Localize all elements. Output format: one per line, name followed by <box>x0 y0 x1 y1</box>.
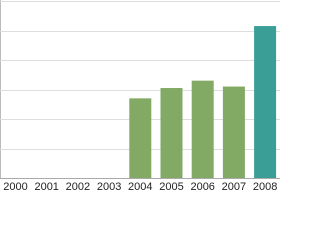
x-tick-label: 2004 <box>128 181 152 193</box>
x-tick-label: 2008 <box>253 181 277 193</box>
bar <box>222 86 245 178</box>
x-tick-label: 2003 <box>97 181 121 193</box>
bar <box>191 80 214 178</box>
x-tick-label: 2006 <box>190 181 214 193</box>
bar <box>254 26 277 179</box>
bar <box>129 98 152 178</box>
x-tick-label: 2000 <box>3 181 27 193</box>
x-tick-label: 2001 <box>34 181 58 193</box>
x-tick-label: 2002 <box>66 181 90 193</box>
chart: 2000 2001 2002 2003 2004 2005 2006 2007 2008 <box>0 0 280 193</box>
bar <box>160 88 183 178</box>
x-tick-label: 2005 <box>159 181 183 193</box>
x-tick-label: 2007 <box>222 181 246 193</box>
